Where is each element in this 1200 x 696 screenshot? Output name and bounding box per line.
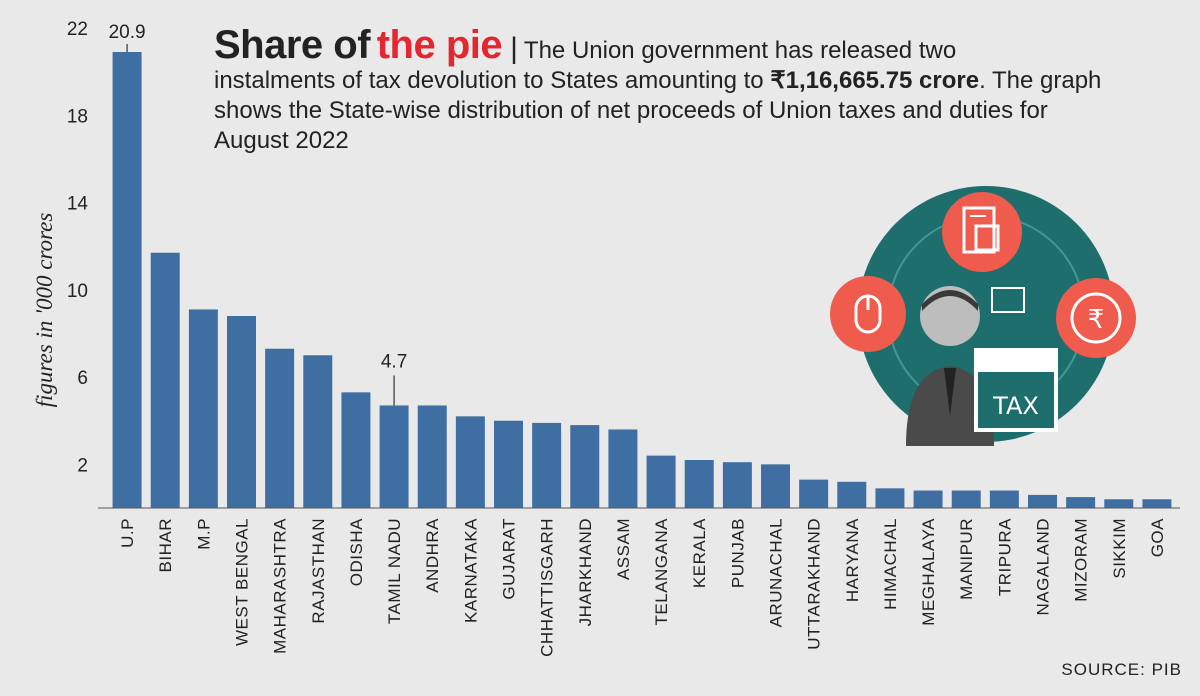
bar (1028, 494, 1057, 508)
x-tick-label: WEST BENGAL (233, 518, 252, 646)
x-tick-label: TAMIL NADU (385, 518, 404, 624)
source-note: SOURCE: PIB (1061, 660, 1182, 679)
data-label: 20.9 (109, 22, 146, 43)
bar (989, 490, 1019, 508)
mouse-icon (830, 276, 906, 352)
x-tick-label: KERALA (690, 518, 709, 588)
bar (1066, 497, 1096, 508)
x-tick-label: TELANGANA (652, 518, 671, 626)
bar (379, 405, 409, 508)
bar (913, 490, 943, 508)
y-axis-label: figures in '000 crores (32, 213, 57, 408)
bar (1142, 499, 1172, 508)
x-tick-label: MAHARASHTRA (271, 518, 290, 654)
y-tick-label: 22 (67, 19, 88, 40)
tax-badge-text: TAX (992, 392, 1039, 420)
x-tick-label: SIKKIM (1110, 518, 1129, 579)
x-tick-label: ANDHRA (423, 518, 442, 593)
subtitle-body-pre: instalments of tax devolution to States … (214, 67, 771, 94)
document-icon (942, 192, 1022, 272)
y-tick-label: 10 (67, 281, 88, 302)
bar (417, 405, 447, 508)
bar (1104, 499, 1134, 508)
calendar-icon: TAX (974, 348, 1058, 432)
x-tick-label: U.P (118, 518, 137, 548)
person-icon (906, 286, 994, 446)
subtitle-amount: ₹1,16,665.75 crore (770, 67, 980, 94)
bar (722, 462, 752, 508)
bar (875, 488, 905, 508)
chart-title-block: Share of the pie | The Union government ha… (214, 25, 1114, 156)
y-tick-label: 6 (77, 368, 88, 389)
x-tick-label: MANIPUR (957, 518, 976, 600)
x-tick-label: ODISHA (347, 518, 366, 586)
bar (227, 316, 256, 508)
bar (761, 464, 790, 508)
title-accent: the pie (376, 23, 503, 67)
bar (951, 490, 981, 508)
x-tick-label: PUNJAB (728, 518, 747, 588)
bar (494, 420, 523, 508)
title-line: Share of the pie | The Union government ha… (214, 25, 1114, 66)
data-label: 4.7 (381, 351, 407, 372)
y-tick-label: 14 (67, 194, 89, 215)
bar (303, 355, 333, 508)
bar (532, 422, 562, 508)
x-tick-label: CHHATTISGARH (538, 518, 557, 657)
subtitle-lead: The Union government has released two (523, 37, 957, 64)
x-tick-label: BIHAR (156, 518, 175, 572)
x-tick-label: TRIPURA (995, 518, 1014, 596)
bar (188, 309, 218, 508)
x-tick-label: KARNATAKA (461, 518, 480, 623)
y-tick-label: 18 (67, 106, 88, 127)
x-tick-label: HIMACHAL (881, 518, 900, 610)
data-labels: 20.9 4.7 (109, 22, 407, 406)
y-tick-label: 2 (77, 455, 88, 476)
x-tick-label: JHARKHAND (576, 518, 595, 626)
bar (799, 479, 829, 508)
bar (265, 348, 295, 508)
svg-text:₹: ₹ (1088, 305, 1105, 335)
x-axis: U.P BIHAR M.P WEST BENGAL MAHARASHTRA RAJASTH… (98, 507, 1180, 657)
x-tick-label: MEGHALAYA (919, 518, 938, 626)
rupee-icon: ₹ (1056, 278, 1136, 358)
folder-icon (991, 287, 1025, 313)
x-tick-label: UTTARAKHAND (805, 518, 824, 650)
x-tick-label: ARUNACHAL (767, 518, 786, 627)
x-tick-label: MIZORAM (1072, 518, 1091, 602)
bar (570, 425, 600, 508)
bars-group (112, 52, 1172, 508)
bar (684, 460, 714, 508)
bar (341, 392, 371, 508)
bar (608, 429, 638, 508)
bar (837, 481, 867, 508)
subtitle-body-post: . The graph shows the State-wise distrib… (214, 67, 1102, 154)
x-tick-label: GOA (1148, 518, 1167, 557)
x-tick-label: NAGALAND (1034, 518, 1053, 616)
x-tick-label: HARYANA (843, 518, 862, 602)
title-separator: | (510, 32, 518, 65)
x-tick-label: RAJASTHAN (309, 518, 328, 624)
subtitle: instalments of tax devolution to States … (214, 66, 1114, 156)
title-main: Share of (214, 23, 371, 67)
x-tick-label: ASSAM (614, 518, 633, 580)
bar (150, 252, 180, 508)
tax-illustration: ₹ TAX (830, 186, 1136, 446)
bar (455, 416, 485, 508)
x-tick-label: GUJARAT (500, 518, 519, 600)
x-tick-label: M.P (194, 518, 213, 550)
y-axis: 2 6 10 14 18 22 (67, 19, 89, 476)
bar (112, 52, 142, 508)
bar (646, 455, 676, 508)
